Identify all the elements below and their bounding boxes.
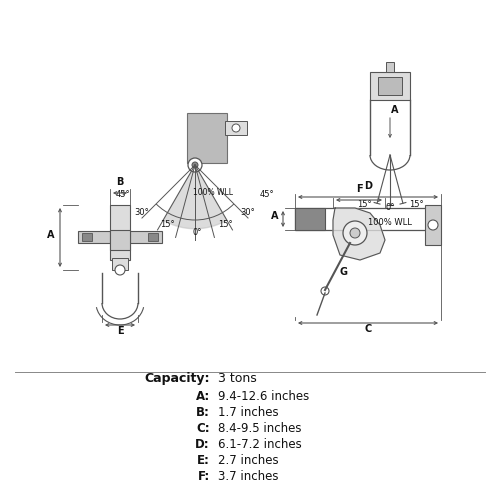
Text: 2.7 inches: 2.7 inches <box>218 454 278 467</box>
Text: 6.1-7.2 inches: 6.1-7.2 inches <box>218 438 302 451</box>
Text: 8.4-9.5 inches: 8.4-9.5 inches <box>218 422 302 435</box>
Bar <box>386 62 394 72</box>
Text: 100% WLL: 100% WLL <box>368 218 412 227</box>
Text: F:: F: <box>198 470 210 483</box>
Circle shape <box>115 265 125 275</box>
Circle shape <box>321 287 329 295</box>
Circle shape <box>192 162 198 168</box>
Circle shape <box>428 220 438 230</box>
Text: 0°: 0° <box>386 203 394 212</box>
Text: 9.4-12.6 inches: 9.4-12.6 inches <box>218 390 309 403</box>
Bar <box>187 113 227 163</box>
Circle shape <box>350 228 360 238</box>
Text: 1.7 inches: 1.7 inches <box>218 406 278 419</box>
Bar <box>370 72 410 100</box>
Text: 15°: 15° <box>160 220 174 229</box>
Bar <box>295 208 325 230</box>
Bar <box>110 205 130 260</box>
Text: C:: C: <box>196 422 210 435</box>
Text: 45°: 45° <box>260 190 274 199</box>
Bar <box>225 121 247 135</box>
Text: G: G <box>339 267 347 277</box>
Text: 3.7 inches: 3.7 inches <box>218 470 278 483</box>
Text: E:: E: <box>197 454 210 467</box>
Text: B:: B: <box>196 406 210 419</box>
Text: 30°: 30° <box>134 208 150 217</box>
Text: F: F <box>356 184 362 194</box>
Text: Capacity:: Capacity: <box>144 372 210 385</box>
Text: E: E <box>116 326 123 336</box>
Bar <box>82 233 92 241</box>
Text: A: A <box>271 211 279 221</box>
Text: 0°: 0° <box>192 228 202 237</box>
Text: 15°: 15° <box>218 220 232 229</box>
Bar <box>110 230 130 250</box>
Text: 45°: 45° <box>116 190 130 199</box>
Bar <box>148 233 158 241</box>
Bar <box>112 258 128 270</box>
Text: D:: D: <box>196 438 210 451</box>
Text: 15°: 15° <box>356 200 372 209</box>
Circle shape <box>188 158 202 172</box>
Text: A: A <box>47 230 55 239</box>
Text: 3 tons: 3 tons <box>218 372 257 385</box>
Polygon shape <box>163 165 227 228</box>
Text: C: C <box>364 324 372 334</box>
Text: 30°: 30° <box>240 208 256 217</box>
Bar <box>78 231 110 243</box>
Circle shape <box>343 221 367 245</box>
Bar <box>130 231 162 243</box>
Polygon shape <box>333 208 385 260</box>
Text: D: D <box>364 181 372 191</box>
Text: 15°: 15° <box>408 200 424 209</box>
Circle shape <box>232 124 240 132</box>
Bar <box>295 208 435 230</box>
Text: 100% WLL: 100% WLL <box>193 188 233 197</box>
Text: A:: A: <box>196 390 210 403</box>
Bar <box>378 77 402 95</box>
Bar <box>425 205 441 245</box>
Text: A: A <box>391 105 399 115</box>
Text: B: B <box>116 177 123 187</box>
